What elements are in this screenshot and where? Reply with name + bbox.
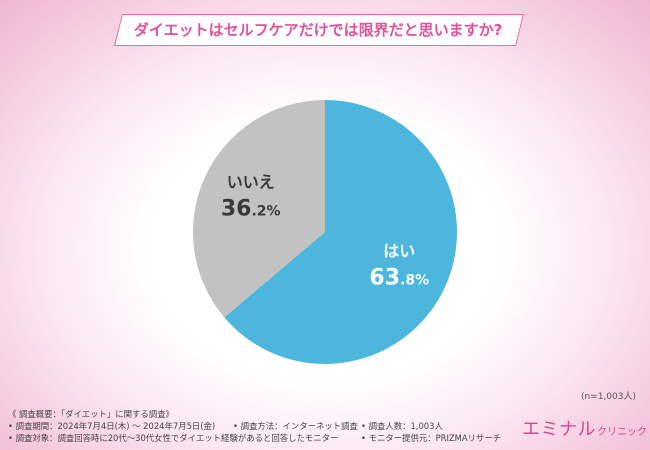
survey-summary: 《 調査概要：「ダイエット」に関する調査》 • 調査期間：2024年7月4日(木… <box>8 408 518 444</box>
slice-percent-0: 63.8% <box>369 265 429 290</box>
slice-label-0: はい <box>383 241 415 260</box>
survey-period: • 調査期間：2024年7月4日(木) ～ 2024年7月5日(金) <box>8 421 216 431</box>
survey-provider: • モニター提供元：PRIZMAリサーチ <box>361 433 502 443</box>
slice-percent-1: 36.2% <box>221 197 281 222</box>
chart-title: ダイエットはセルフケアだけでは限界だと思いますか? <box>133 21 503 39</box>
pie-slice-1 <box>193 100 325 318</box>
logo-main: エミナル <box>522 419 596 440</box>
clinic-logo: エミナル クリニック <box>522 415 647 440</box>
sample-size-note: (n=1,003人) <box>580 392 636 402</box>
survey-target: • 調査対象：調査回答時に20代～30代女性でダイエット経験があると回答したモニ… <box>8 433 339 443</box>
pie-slice-0 <box>224 100 457 364</box>
survey-method: • 調査方法：インターネット調査 <box>233 421 358 431</box>
survey-count: • 調査人数：1,003人 <box>361 421 443 431</box>
logo-sub: クリニック <box>597 427 647 438</box>
slice-label-1: いいえ <box>227 173 275 192</box>
survey-header: 《 調査概要：「ダイエット」に関する調査》 <box>8 409 174 419</box>
